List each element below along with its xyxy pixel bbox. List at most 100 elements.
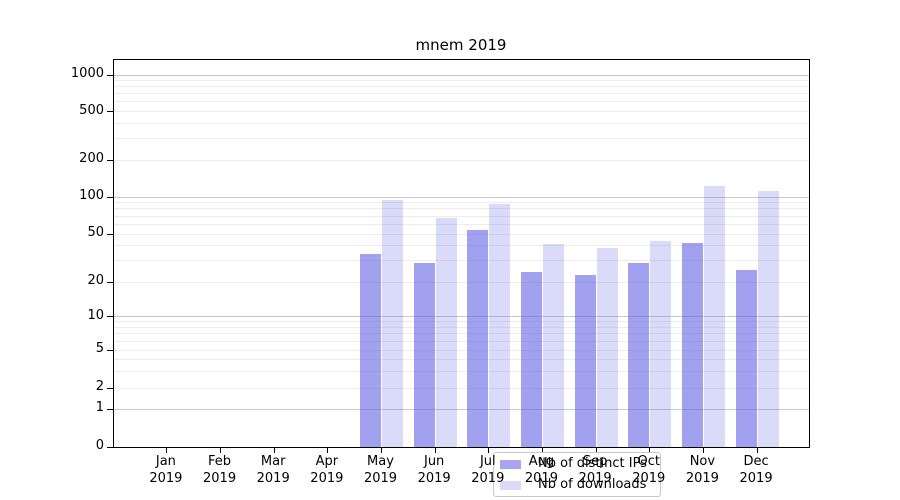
gridline-minor bbox=[114, 281, 809, 283]
legend-label-downloads: Nb of downloads bbox=[538, 477, 647, 492]
x-tick-mark bbox=[488, 447, 490, 453]
x-tick-mark bbox=[595, 447, 597, 453]
y-tick-label-1: 1 bbox=[95, 400, 104, 415]
y-tick-mark bbox=[107, 233, 113, 235]
x-tick-mark bbox=[327, 447, 329, 453]
gridline-minor bbox=[114, 223, 809, 225]
x-tick-mark bbox=[541, 447, 543, 453]
legend-item-distinct-ips: Nb of distinct IPs bbox=[494, 455, 660, 473]
gridline-minor bbox=[114, 111, 809, 112]
x-tick-label-jul: Jul 2019 bbox=[471, 454, 505, 486]
x-tick-label-feb: Feb 2019 bbox=[203, 454, 237, 486]
x-tick-mark bbox=[434, 447, 436, 453]
gridline-major bbox=[114, 74, 809, 76]
y-tick-mark bbox=[107, 408, 113, 410]
gridline-minor bbox=[114, 86, 809, 88]
bar-nb-of-distinct-ips-sep bbox=[574, 274, 596, 447]
y-tick-label-500: 500 bbox=[79, 102, 104, 118]
bar-nb-of-downloads-aug bbox=[542, 244, 564, 447]
plot-area: Nb of distinct IPs Nb of downloads bbox=[107, 59, 810, 497]
gridline-minor bbox=[114, 122, 809, 124]
x-tick-label-dec: Dec 2019 bbox=[739, 454, 773, 486]
x-tick-mark bbox=[220, 447, 222, 453]
x-tick-mark bbox=[381, 447, 382, 453]
x-tick-label-may: May 2019 bbox=[363, 454, 398, 486]
x-tick-mark bbox=[166, 447, 168, 453]
legend: Nb of distinct IPs Nb of downloads bbox=[493, 452, 661, 497]
x-tick-label-oct: Oct 2019 bbox=[632, 454, 666, 486]
y-tick-label-10: 10 bbox=[87, 307, 104, 323]
gridline-minor bbox=[114, 370, 809, 372]
bar-nb-of-downloads-may bbox=[382, 199, 403, 447]
bar-nb-of-downloads-jul bbox=[489, 203, 511, 447]
gridline-minor bbox=[114, 326, 809, 328]
y-tick-label-200: 200 bbox=[79, 151, 104, 166]
x-tick-mark bbox=[649, 447, 651, 453]
legend-swatch-downloads-icon bbox=[500, 480, 521, 490]
gridline-minor bbox=[114, 159, 809, 161]
y-tick-mark bbox=[107, 111, 113, 112]
gridline-minor bbox=[114, 202, 809, 204]
y-tick-label-0: 0 bbox=[95, 438, 104, 453]
bar-nb-of-distinct-ips-nov bbox=[681, 243, 703, 447]
x-tick-label-mar: Mar 2019 bbox=[256, 454, 290, 486]
bar-nb-of-downloads-sep bbox=[596, 248, 618, 447]
bar-nb-of-downloads-oct bbox=[650, 240, 672, 447]
y-tick-label-2: 2 bbox=[95, 379, 104, 394]
bar-nb-of-distinct-ips-jul bbox=[467, 229, 489, 447]
bar-nb-of-distinct-ips-dec bbox=[735, 270, 757, 447]
gridline-minor bbox=[114, 93, 809, 95]
gridline-minor bbox=[114, 215, 809, 217]
y-tick-label-5: 5 bbox=[95, 341, 104, 356]
gridline-major bbox=[114, 196, 809, 198]
gridline-minor bbox=[114, 260, 809, 262]
x-tick-label-apr: Apr 2019 bbox=[310, 454, 344, 486]
legend-label-distinct-ips: Nb of distinct IPs bbox=[538, 456, 647, 471]
y-tick-mark bbox=[107, 387, 113, 389]
gridline-minor bbox=[114, 233, 809, 235]
bar-nb-of-downloads-jun bbox=[435, 217, 457, 447]
bar-nb-of-downloads-nov bbox=[703, 185, 725, 447]
bar-nb-of-downloads-dec bbox=[757, 190, 779, 447]
gridline-minor bbox=[114, 208, 809, 210]
gridline-minor bbox=[114, 340, 809, 342]
gridline-minor bbox=[114, 358, 809, 360]
y-tick-mark bbox=[107, 446, 113, 448]
x-tick-label-aug: Aug 2019 bbox=[524, 454, 558, 486]
gridline-minor bbox=[114, 387, 809, 389]
y-tick-label-1000: 1000 bbox=[70, 66, 104, 81]
bar-nb-of-distinct-ips-jun bbox=[413, 262, 435, 447]
y-tick-mark bbox=[107, 196, 113, 198]
x-tick-mark bbox=[273, 447, 275, 453]
x-tick-mark bbox=[756, 447, 758, 453]
gridline-minor bbox=[114, 101, 809, 103]
legend-swatch-distinct-ips-icon bbox=[500, 459, 521, 469]
gridline-major bbox=[114, 316, 809, 317]
x-tick-label-jun: Jun 2019 bbox=[417, 454, 451, 486]
y-tick-label-50: 50 bbox=[87, 225, 104, 240]
gridline-minor bbox=[114, 333, 809, 335]
y-tick-label-100: 100 bbox=[79, 188, 104, 203]
x-tick-mark bbox=[702, 447, 704, 453]
gridline-minor bbox=[114, 349, 809, 351]
y-tick-label-20: 20 bbox=[87, 273, 104, 288]
y-tick-mark bbox=[107, 349, 113, 351]
y-tick-mark bbox=[107, 281, 113, 283]
bar-nb-of-distinct-ips-aug bbox=[520, 272, 542, 447]
gridline-major bbox=[114, 408, 809, 410]
bar-nb-of-distinct-ips-may bbox=[360, 254, 381, 447]
legend-item-downloads: Nb of downloads bbox=[494, 476, 660, 494]
y-tick-mark bbox=[107, 316, 113, 317]
bar-nb-of-distinct-ips-oct bbox=[628, 262, 650, 447]
gridline-minor bbox=[114, 80, 809, 82]
x-tick-label-nov: Nov 2019 bbox=[685, 454, 719, 486]
x-tick-label-jan: Jan 2019 bbox=[149, 454, 183, 486]
gridline-minor bbox=[114, 321, 809, 323]
gridline-minor bbox=[114, 245, 809, 247]
y-tick-mark bbox=[107, 159, 113, 161]
y-tick-mark bbox=[107, 74, 113, 76]
gridline-minor bbox=[114, 138, 809, 140]
chart-title: mnem 2019 bbox=[415, 36, 507, 54]
x-tick-label-sep: Sep 2019 bbox=[578, 454, 612, 486]
